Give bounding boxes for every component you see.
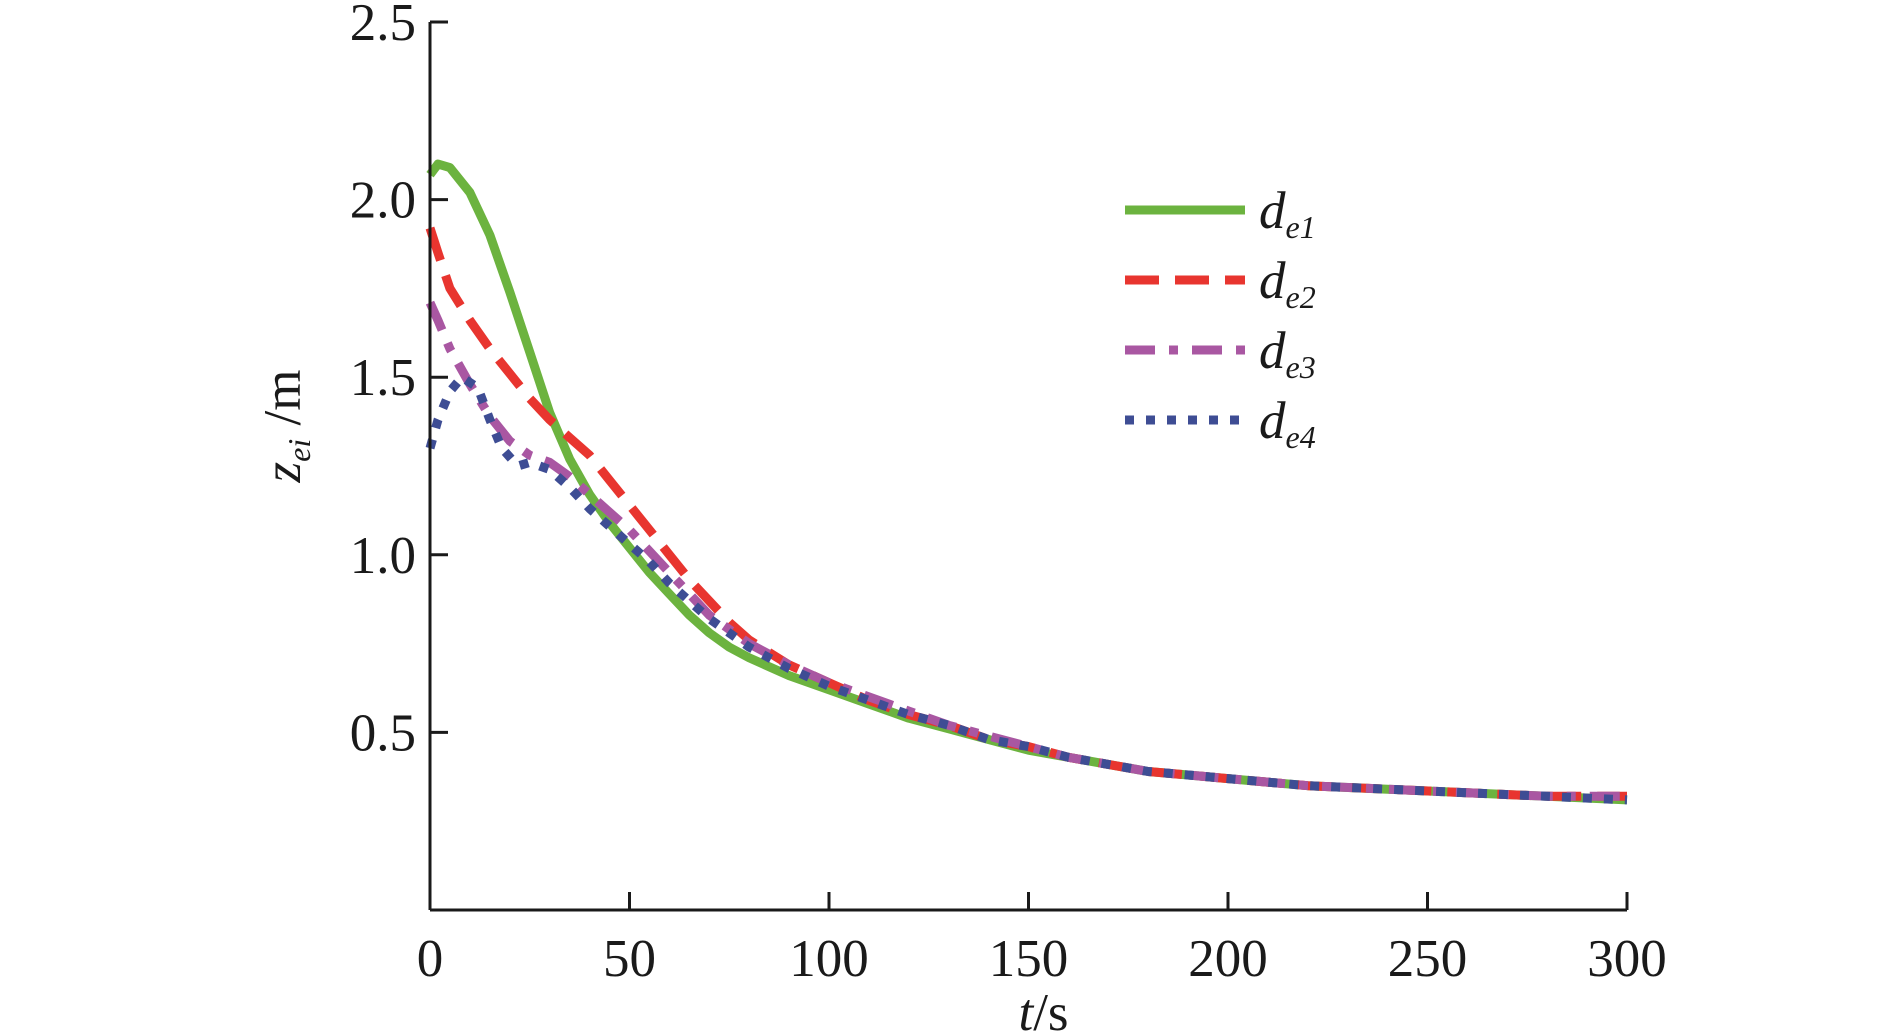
y-tick-label: 2.0 (350, 172, 416, 230)
axes-layer: 0 50 100 150 200 250 300 0.5 1.0 1.5 2.0 2.5 (350, 0, 1667, 988)
x-axis-ticks: 0 50 100 150 200 250 300 (417, 892, 1667, 988)
series-layer (425, 159, 1628, 805)
y-axis-label: zei /m (254, 370, 317, 484)
x-tick-label: 50 (603, 930, 656, 988)
y-axis-label-sub: ei (281, 439, 317, 462)
series-line-de4 (425, 372, 1628, 805)
x-tick-label: 250 (1388, 930, 1468, 988)
x-tick-label: 300 (1587, 930, 1667, 988)
y-tick-label: 2.5 (350, 0, 416, 52)
x-axis-label: t/s (1018, 984, 1068, 1036)
y-axis-label-unit: /m (254, 370, 312, 439)
x-tick-label: 0 (417, 930, 444, 988)
x-tick-label: 200 (1188, 930, 1268, 988)
y-axis-ticks: 0.5 1.0 1.5 2.0 2.5 (350, 0, 448, 762)
legend-label-de2: de2 (1259, 252, 1316, 315)
x-axis-label-unit: /s (1033, 984, 1068, 1036)
x-tick-label: 150 (989, 930, 1069, 988)
legend-label-de1: de1 (1259, 182, 1316, 245)
x-tick-label: 100 (789, 930, 869, 988)
y-tick-label: 0.5 (350, 704, 416, 762)
legend-label-de3: de3 (1259, 322, 1316, 385)
legend: de1 de2 de3 de4 (1125, 182, 1316, 455)
y-tick-label: 1.0 (350, 527, 416, 585)
series-line-de3 (425, 300, 1627, 801)
y-tick-label: 1.5 (350, 349, 416, 407)
y-axis-label-var: z (254, 462, 312, 484)
legend-label-de4: de4 (1259, 392, 1316, 455)
x-axis-label-var: t (1018, 984, 1034, 1036)
